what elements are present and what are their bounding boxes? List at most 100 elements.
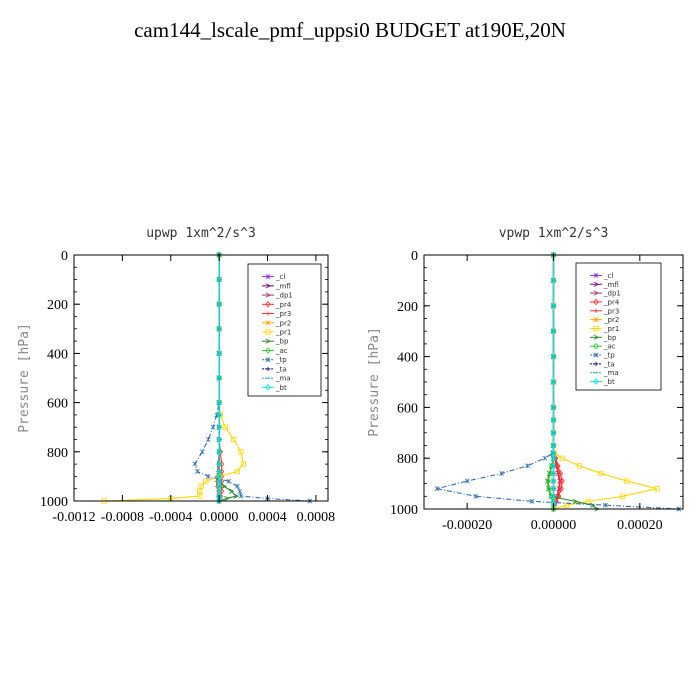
legend-marker	[265, 311, 271, 316]
legend-item: _pr2	[590, 316, 619, 324]
data-point	[199, 449, 205, 455]
legend-label: _mfl	[603, 281, 619, 289]
legend-item: _pr1	[262, 329, 291, 337]
legend-item: _pr4	[262, 301, 292, 309]
data-point	[216, 350, 222, 357]
chart-title: vpwp 1xm^2/s^3	[499, 226, 609, 241]
data-point	[550, 462, 557, 470]
data-point	[233, 493, 240, 499]
data-point	[545, 486, 552, 492]
legend-label: _bt	[603, 378, 615, 386]
data-point	[545, 478, 551, 484]
data-point	[231, 436, 237, 443]
data-point	[216, 399, 222, 406]
legend-item: _ma	[262, 375, 291, 383]
legend-item: _mfl	[590, 281, 619, 289]
y-tick-label: 200	[47, 298, 68, 313]
y-tick-label: 600	[397, 401, 418, 416]
legend-label: _cl	[603, 272, 613, 280]
legend-marker	[593, 272, 599, 278]
legend-item: _cl	[262, 273, 285, 281]
data-point	[473, 493, 479, 499]
y-tick-label: 0	[61, 249, 68, 264]
data-point	[550, 416, 557, 424]
legend-marker	[265, 338, 272, 344]
y-tick-label: 1000	[40, 495, 68, 510]
legend-marker	[593, 352, 599, 358]
data-point	[589, 502, 596, 508]
legend-item: _ta	[590, 360, 615, 368]
legend-label: _ta	[603, 360, 615, 368]
legend: _cl_mfl _dp1_pr4_pr3_pr2 _pr1_bp_ac_tp_ta _…	[247, 263, 322, 397]
legend-label: _pr4	[275, 301, 292, 309]
data-point	[525, 463, 531, 469]
y-tick-label: 0	[411, 249, 418, 264]
legend-marker	[265, 320, 271, 326]
x-tick-label: -0.0008	[101, 510, 144, 525]
data-point	[210, 424, 216, 430]
legend-label: _cl	[275, 273, 285, 281]
data-point	[464, 478, 470, 484]
chart-panel-1: upwp 1xm^2/s^3 Pressure [hPa] 0 200 400 600 80…	[17, 226, 335, 525]
series-group	[434, 251, 682, 513]
legend-marker	[265, 300, 271, 308]
data-point	[624, 478, 630, 484]
data-point	[238, 449, 244, 455]
legend-label: _ac	[275, 347, 288, 355]
series-bt	[550, 251, 557, 513]
x-tick-label: -0.0012	[52, 510, 95, 525]
data-point	[205, 473, 211, 479]
legend-label: _pr1	[603, 325, 619, 333]
legend-label: _bp	[603, 334, 617, 342]
x-tick-label: 0.0000	[200, 510, 239, 525]
legend-marker	[265, 357, 271, 363]
data-point	[234, 468, 240, 475]
page-title: cam144_lscale_pmf_uppsi0 BUDGET at190E,2…	[134, 18, 566, 42]
data-point	[550, 505, 557, 513]
series-group	[101, 251, 313, 505]
x-tick-label: 0.0008	[297, 510, 336, 525]
data-point	[228, 488, 235, 494]
legend-label: _ma	[275, 375, 291, 383]
data-point	[550, 327, 557, 335]
legend-marker	[593, 317, 599, 323]
data-point	[192, 461, 198, 467]
legend-marker	[265, 366, 271, 372]
legend-item: _pr1	[590, 325, 619, 333]
data-point	[598, 470, 604, 477]
y-axis-label: Pressure [hPa]	[17, 323, 32, 433]
data-point	[550, 404, 557, 411]
legend-label: _pr2	[275, 319, 291, 327]
legend-marker	[593, 342, 599, 350]
data-point	[546, 485, 552, 493]
x-tick-label: -0.00020	[442, 518, 492, 533]
data-point	[619, 493, 626, 499]
series-pr1	[101, 252, 246, 504]
legend-marker	[593, 308, 599, 314]
data-point	[654, 486, 660, 492]
legend-label: _tp	[603, 352, 615, 360]
data-point	[572, 498, 579, 504]
data-point	[216, 497, 222, 505]
legend-marker	[265, 283, 272, 289]
legend-label: _pr4	[603, 298, 620, 306]
legend-item: _bt	[262, 384, 287, 392]
data-point	[550, 442, 557, 449]
legend-marker	[593, 378, 599, 385]
legend-item: _tp	[590, 352, 615, 360]
data-point	[559, 455, 565, 461]
data-point	[216, 460, 222, 468]
legend-box	[247, 263, 322, 397]
chart-panel-2: vpwp 1xm^2/s^3 Pressure [hPa] 0 200 400 600 80…	[367, 226, 684, 533]
legend-marker	[265, 384, 271, 391]
data-point	[222, 424, 228, 430]
y-axis-label: Pressure [hPa]	[367, 327, 382, 437]
data-point	[550, 429, 557, 437]
data-point	[216, 448, 222, 456]
data-point	[224, 495, 230, 502]
legend-item: _pr2	[262, 319, 291, 327]
legend-item: _bt	[590, 378, 615, 386]
data-point	[216, 423, 222, 431]
data-point	[240, 461, 246, 467]
data-point	[499, 470, 505, 476]
